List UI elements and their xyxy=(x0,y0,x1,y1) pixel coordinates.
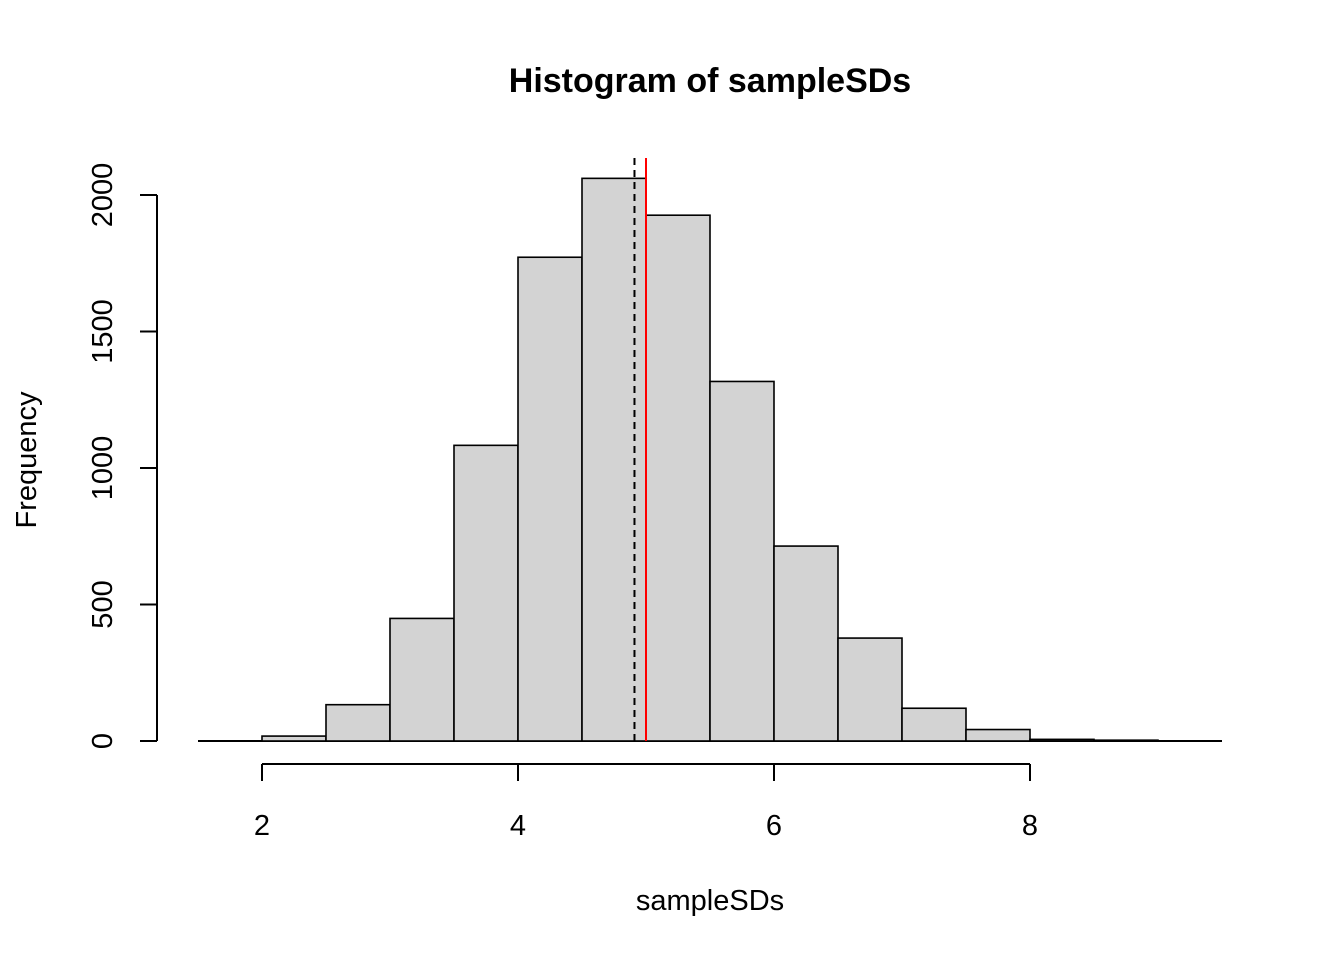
x-tick-label-2: 2 xyxy=(254,810,270,842)
chart-title: Histogram of sampleSDs xyxy=(509,62,911,100)
histogram-bar-2 xyxy=(325,703,391,742)
x-tick-label-4: 4 xyxy=(510,810,526,842)
histogram-bar-10 xyxy=(837,637,903,742)
reference-lines-group xyxy=(633,158,647,741)
histogram-bar-13 xyxy=(1029,738,1095,742)
histogram-bar-11 xyxy=(901,707,967,742)
histogram-bar-4 xyxy=(453,444,519,742)
histogram-bar-9 xyxy=(773,545,839,742)
bars-group xyxy=(198,177,1222,742)
histogram-bar-12 xyxy=(965,728,1031,742)
y-axis: 0 500 1000 1500 2000 xyxy=(87,163,158,749)
histogram-bar-3 xyxy=(389,617,455,742)
x-tick-label-8: 8 xyxy=(1022,810,1038,842)
histogram-bar-5 xyxy=(517,256,583,742)
histogram-bar-1 xyxy=(261,735,327,742)
y-tick-label-2000: 2000 xyxy=(87,163,119,228)
y-tick-label-1500: 1500 xyxy=(87,299,119,364)
x-axis-label: sampleSDs xyxy=(636,885,784,917)
y-tick-label-0: 0 xyxy=(87,733,119,749)
y-tick-label-1000: 1000 xyxy=(87,436,119,501)
histogram-bar-14 xyxy=(1093,739,1159,742)
y-tick-label-500: 500 xyxy=(87,580,119,628)
histogram-bar-7 xyxy=(645,214,711,742)
y-axis-label: Frequency xyxy=(11,391,43,529)
x-tick-label-6: 6 xyxy=(766,810,782,842)
histogram-bar-6 xyxy=(581,177,647,742)
x-axis: 2 4 6 8 xyxy=(254,763,1038,842)
histogram-bar-8 xyxy=(709,380,775,742)
